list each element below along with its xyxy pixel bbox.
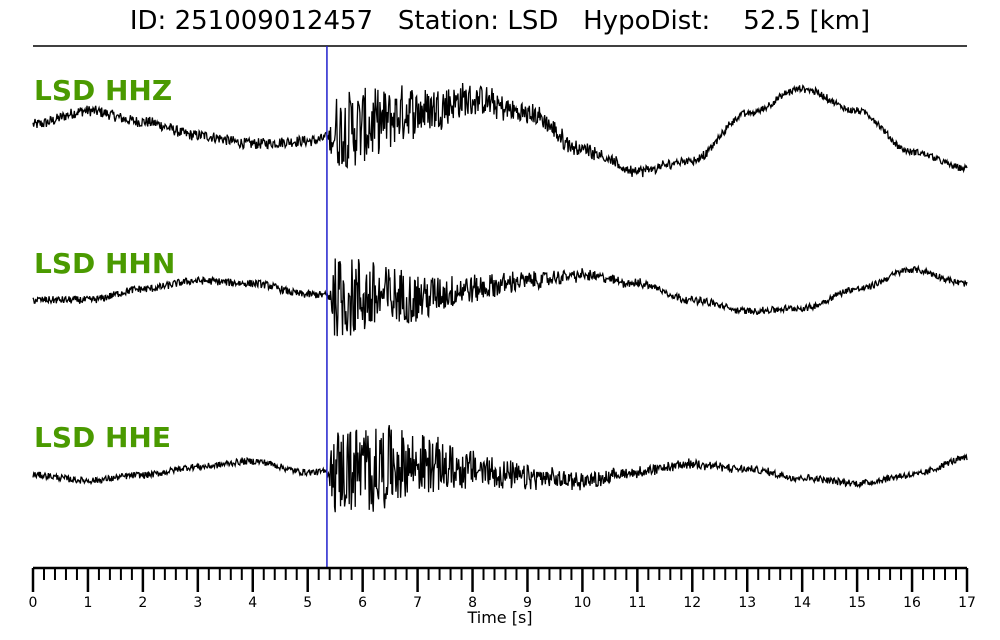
trace-lsd-hhz xyxy=(32,82,968,178)
x-tick-label: 9 xyxy=(523,595,532,611)
trace-label-lsd-hhe: LSD HHE xyxy=(34,421,171,454)
x-tick-label: 17 xyxy=(958,595,976,611)
chart-title: ID: 251009012457 Station: LSD HypoDist: … xyxy=(129,6,871,36)
x-tick-label: 6 xyxy=(358,595,367,611)
x-tick-label: 16 xyxy=(903,595,921,611)
x-tick-label: 8 xyxy=(468,595,477,611)
trace-label-lsd-hhn: LSD HHN xyxy=(34,247,175,280)
x-tick-label: 10 xyxy=(573,595,591,611)
x-tick-label: 0 xyxy=(29,595,38,611)
x-tick-label: 14 xyxy=(793,595,811,611)
trace-lsd-hhe xyxy=(32,425,968,513)
x-tick-label: 1 xyxy=(83,595,92,611)
x-tick-label: 15 xyxy=(848,595,866,611)
x-axis-label: Time [s] xyxy=(466,608,532,627)
x-tick-label: 3 xyxy=(193,595,202,611)
x-tick-label: 4 xyxy=(248,595,257,611)
x-tick-label: 11 xyxy=(628,595,646,611)
traces-group xyxy=(32,82,968,513)
trace-labels-group: LSD HHZ LSD HHN LSD HHE xyxy=(34,74,175,454)
x-tick-label: 13 xyxy=(738,595,756,611)
trace-label-lsd-hhz: LSD HHZ xyxy=(34,74,172,107)
x-tick-label: 7 xyxy=(413,595,422,611)
time-axis: 0 1 2 3 4 5 6 7 8 9 10 11 12 13 14 15 16 17 xyxy=(29,566,976,611)
x-tick-label: 12 xyxy=(683,595,701,611)
x-tick-label: 5 xyxy=(303,595,312,611)
x-tick-label: 2 xyxy=(138,595,147,611)
trace-lsd-hhn xyxy=(32,258,968,337)
